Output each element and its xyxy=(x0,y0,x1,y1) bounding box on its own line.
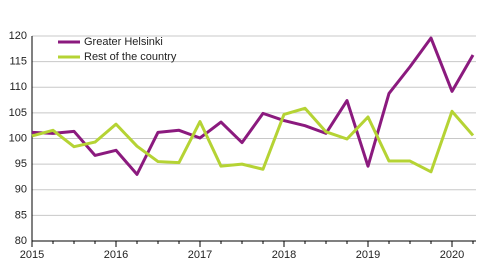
x-tick-label: 2018 xyxy=(272,249,296,261)
y-tick-label: 110 xyxy=(9,81,27,93)
x-tick-label: 2016 xyxy=(104,249,128,261)
y-tick-label: 120 xyxy=(9,30,27,42)
series-line xyxy=(31,106,475,174)
y-tick-label: 80 xyxy=(15,235,27,247)
x-tick-label: 2017 xyxy=(188,249,212,261)
x-tick-label: 2020 xyxy=(440,249,464,261)
x-tick-label: 2015 xyxy=(20,249,44,261)
y-tick-label: 85 xyxy=(15,209,27,221)
series-line xyxy=(31,36,475,176)
y-tick-label: 95 xyxy=(15,158,27,170)
x-tick-label: 2019 xyxy=(356,249,380,261)
y-tick-label: 105 xyxy=(9,107,27,119)
y-tick-label: 90 xyxy=(15,184,27,196)
legend-label: Rest of the country xyxy=(84,51,177,63)
legend-label: Greater Helsinki xyxy=(84,36,163,48)
y-tick-label: 115 xyxy=(9,56,27,68)
y-tick-label: 100 xyxy=(9,132,27,144)
